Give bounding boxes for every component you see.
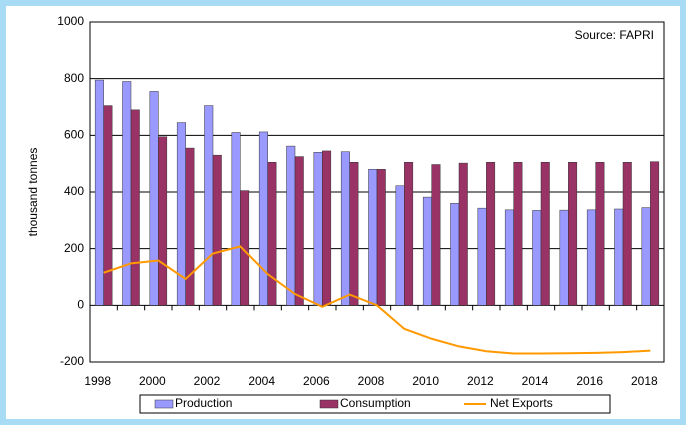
bar xyxy=(540,162,550,306)
bar xyxy=(94,79,104,306)
bar xyxy=(650,161,660,306)
bar xyxy=(458,162,468,306)
line xyxy=(103,245,651,355)
bar xyxy=(286,145,296,306)
bar xyxy=(395,185,405,306)
x-tick-label: 2008 xyxy=(358,374,385,388)
y-tick-label: 200 xyxy=(64,241,84,255)
x-tick-label: 2006 xyxy=(303,374,330,388)
bar xyxy=(294,156,304,306)
bar xyxy=(504,209,514,306)
bar xyxy=(212,154,222,306)
bar xyxy=(158,136,168,306)
y-axis-label: thousand tonnes xyxy=(26,148,40,237)
bar xyxy=(532,210,542,306)
bar xyxy=(376,169,386,306)
x-tick-label: 2004 xyxy=(248,374,275,388)
bar xyxy=(185,147,195,306)
y-tick-label: 400 xyxy=(64,184,84,198)
legend-label: Consumption xyxy=(340,396,411,410)
y-tick-label: 0 xyxy=(77,298,84,312)
y-tick-label: 600 xyxy=(64,128,84,142)
x-tick-label: 2002 xyxy=(194,374,221,388)
bar xyxy=(267,162,277,306)
bar xyxy=(349,162,359,306)
bar xyxy=(450,203,460,306)
y-tick-label: 1000 xyxy=(57,14,84,28)
bar xyxy=(122,81,132,306)
bar xyxy=(368,169,378,306)
y-tick-label: 800 xyxy=(64,71,84,85)
bar xyxy=(204,105,214,306)
bar xyxy=(641,207,651,306)
bar xyxy=(622,162,632,306)
bar xyxy=(431,164,441,306)
bar xyxy=(313,152,323,306)
bar xyxy=(568,162,578,306)
bar xyxy=(486,162,496,306)
bar xyxy=(477,207,487,306)
bar xyxy=(258,131,268,306)
y-tick-label: -200 xyxy=(60,354,84,368)
x-tick-label: 2016 xyxy=(576,374,603,388)
bar xyxy=(595,162,605,306)
bar xyxy=(404,162,414,306)
annotation: Source: FAPRI xyxy=(575,28,654,42)
legend-swatch xyxy=(154,399,174,409)
x-tick-label: 2010 xyxy=(412,374,439,388)
legend-box xyxy=(139,394,611,414)
legend-label: Net Exports xyxy=(490,396,553,410)
x-tick-label: 1998 xyxy=(84,374,111,388)
x-tick-label: 2012 xyxy=(467,374,494,388)
bar xyxy=(559,209,569,306)
bar xyxy=(340,151,350,306)
bar xyxy=(130,109,140,306)
bar xyxy=(240,190,250,306)
bar xyxy=(513,162,523,306)
x-tick-label: 2018 xyxy=(631,374,658,388)
bar xyxy=(322,150,332,306)
bar xyxy=(103,105,113,306)
legend-swatch xyxy=(319,399,339,409)
bar xyxy=(422,196,432,306)
bar xyxy=(586,209,596,306)
x-tick-label: 2000 xyxy=(139,374,166,388)
bar xyxy=(614,208,624,306)
bar xyxy=(231,132,241,306)
bar xyxy=(149,91,159,306)
legend-label: Production xyxy=(175,396,232,410)
x-tick-label: 2014 xyxy=(522,374,549,388)
